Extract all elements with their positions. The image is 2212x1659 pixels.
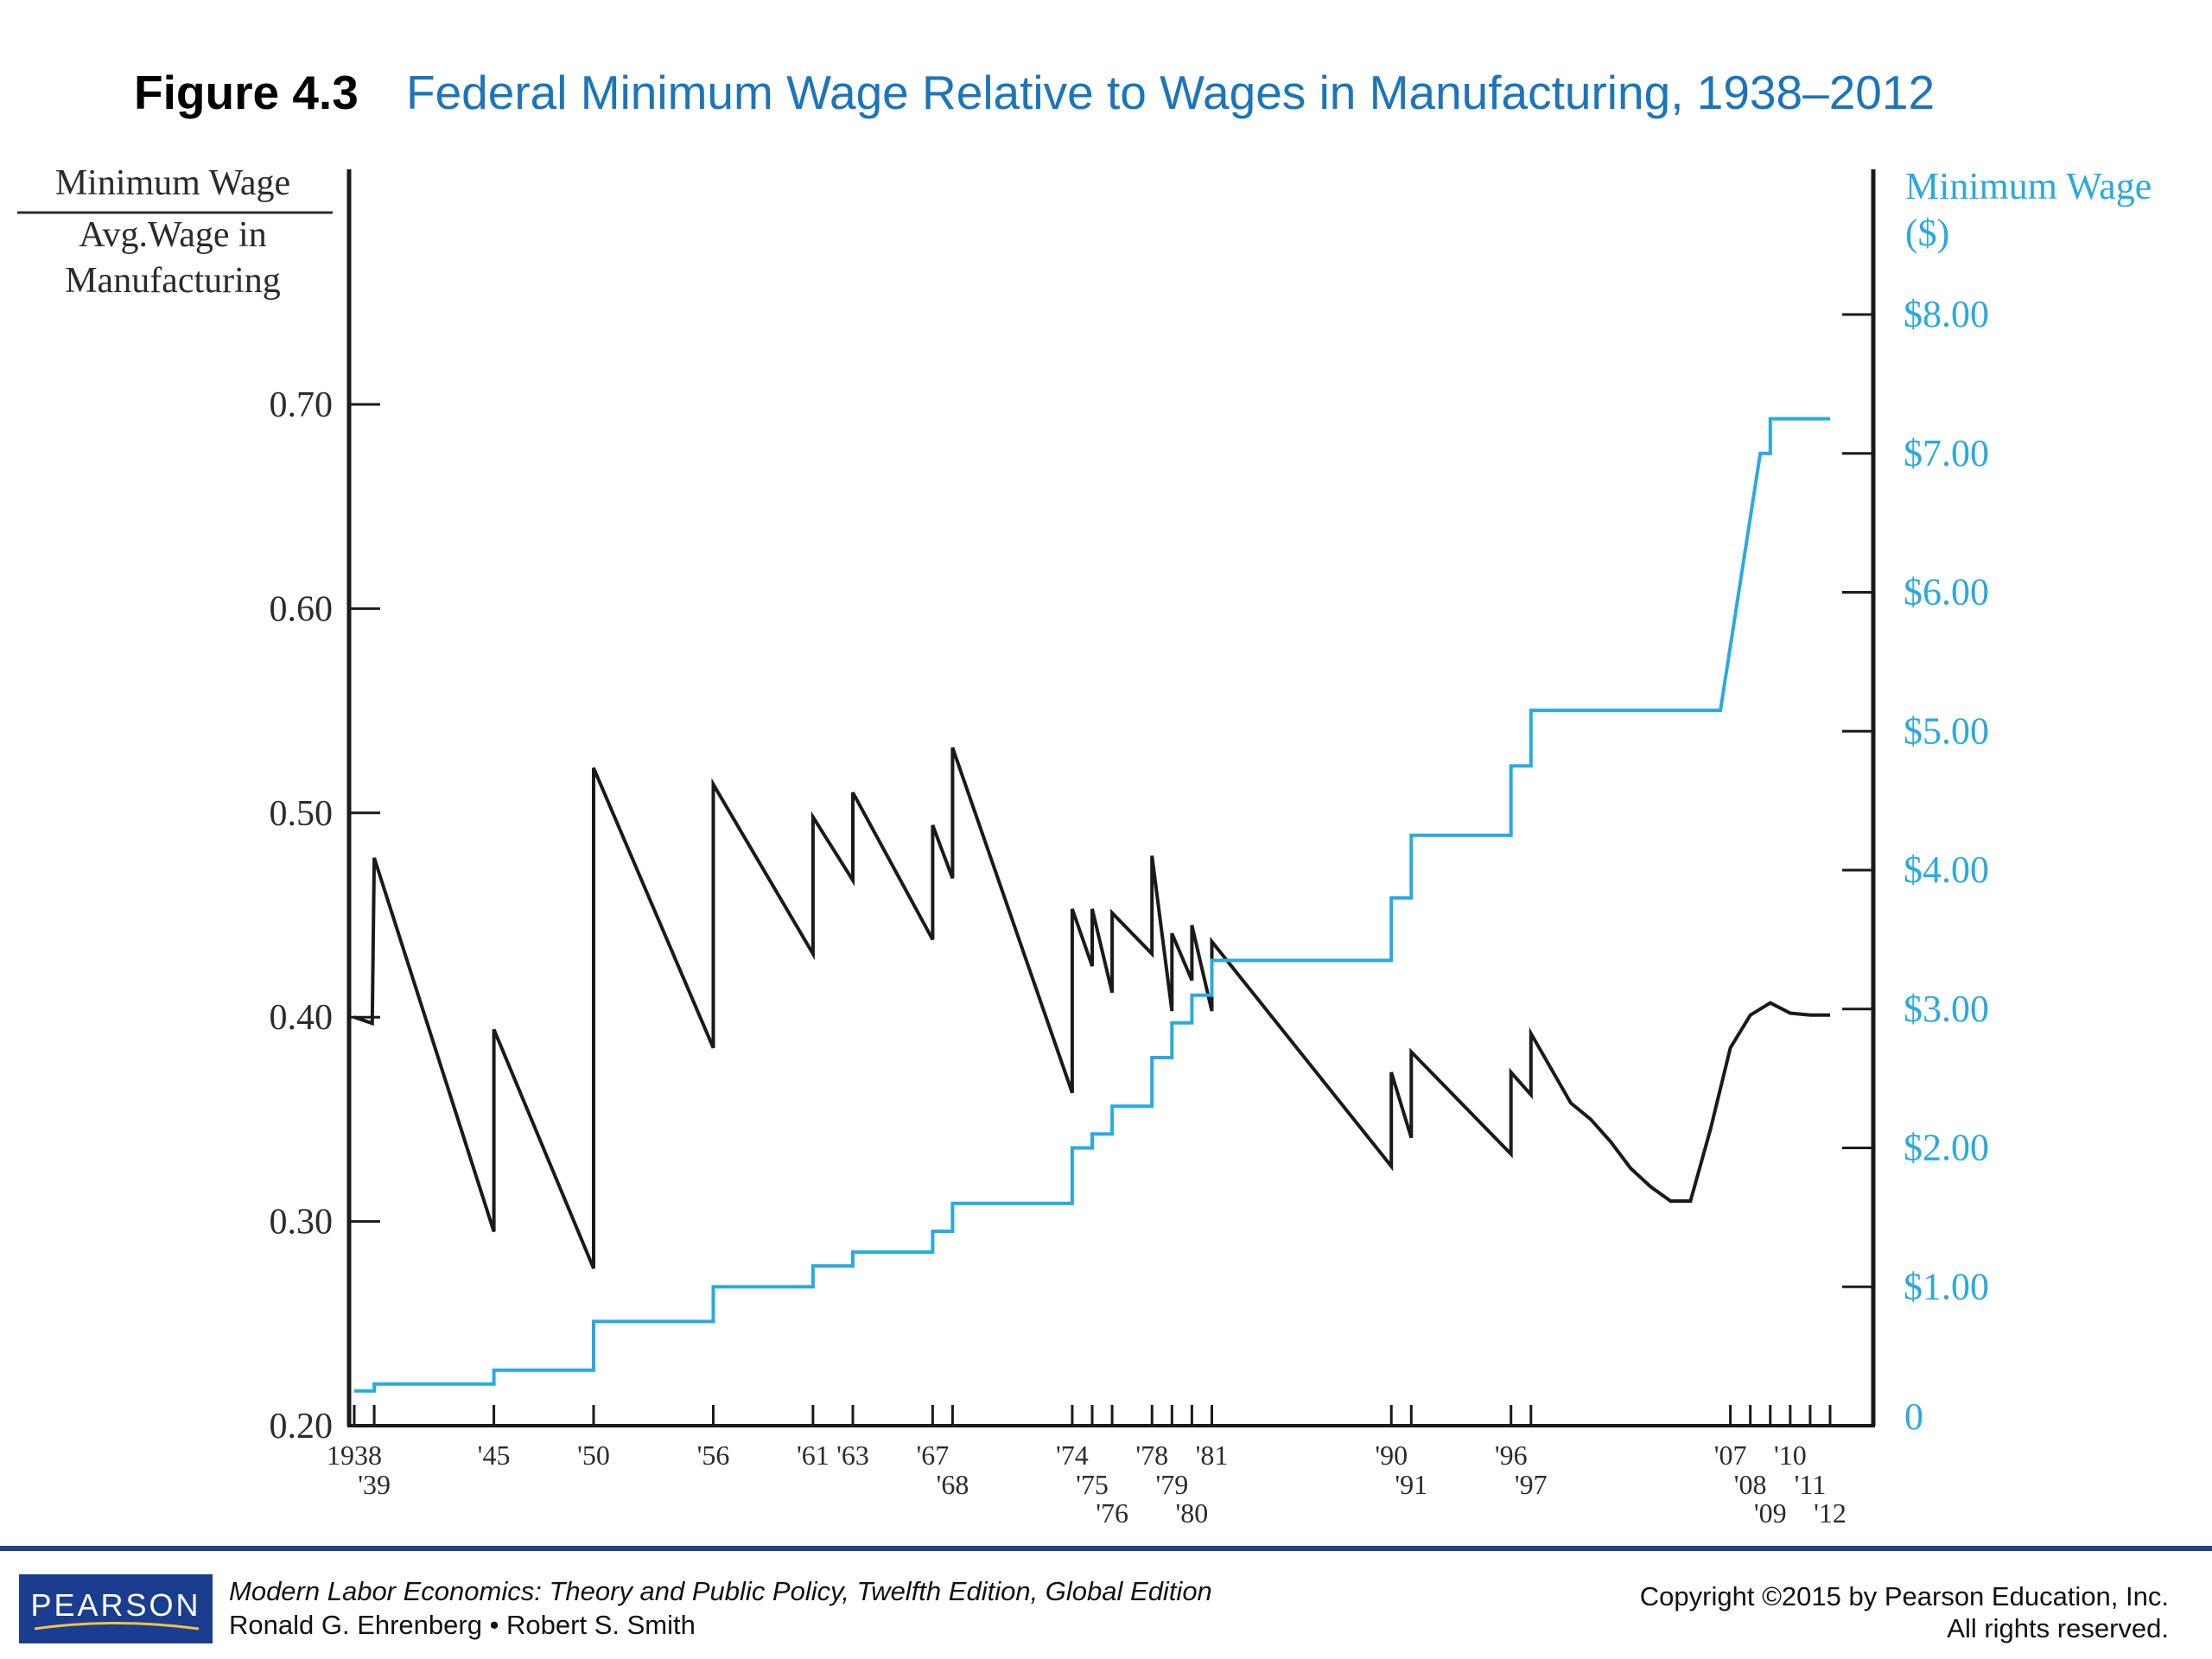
x-tick-label: '76: [1096, 1497, 1128, 1529]
x-tick-label: '63: [836, 1440, 869, 1471]
left-tick-label: 0.70: [270, 385, 334, 425]
right-axis-label-line-1: Minimum Wage: [1905, 165, 2152, 207]
x-tick-label: '80: [1176, 1497, 1209, 1529]
pearson-logo: PEARSON: [19, 1574, 213, 1643]
x-tick-label: '10: [1774, 1440, 1807, 1471]
right-tick-label: $2.00: [1904, 1127, 1989, 1169]
left-tick-label: 0.50: [270, 794, 334, 834]
right-tick-label: $4.00: [1904, 849, 1989, 891]
x-tick-label: '61: [797, 1440, 830, 1471]
minimum-wage-series-line: [354, 416, 1830, 1393]
left-axis-label: Minimum Wage Avg.Wage in Manufacturing: [17, 163, 333, 301]
right-axis-label: Minimum Wage ($): [1905, 165, 2152, 254]
pearson-logo-swoosh: [34, 1622, 200, 1630]
left-tick-label: 0.20: [270, 1407, 334, 1446]
left-tick-label: 0.40: [270, 998, 334, 1038]
left-axis-label-denominator-1: Avg.Wage in: [79, 215, 266, 255]
x-tick-label: '81: [1196, 1440, 1229, 1471]
x-tick-label: 1938: [327, 1440, 382, 1471]
x-tick-label: '91: [1395, 1469, 1427, 1500]
x-tick-label: '45: [478, 1440, 511, 1471]
right-tick-label: $6.00: [1904, 571, 1989, 613]
figure-number: Figure 4.3: [134, 66, 359, 119]
right-tick-label: $7.00: [1904, 432, 1989, 474]
x-tick-label: '74: [1056, 1440, 1089, 1471]
right-axis-label-line-2: ($): [1905, 212, 1949, 254]
left-axis-label-denominator-2: Manufacturing: [65, 261, 281, 301]
right-tick-label: $3.00: [1904, 988, 1989, 1030]
ratio-series-line: [353, 747, 1830, 1269]
x-tick-label: '68: [937, 1469, 969, 1500]
left-tick-label: 0.30: [270, 1203, 334, 1243]
x-tick-label: '79: [1155, 1469, 1188, 1500]
x-tick-label: '78: [1135, 1440, 1168, 1471]
footer-copyright: Copyright ©2015 by Pearson Education, In…: [1640, 1581, 2169, 1611]
left-axis-ticks: 0.20 0.30 0.40 0.50 0.60 0.70: [270, 385, 380, 1446]
x-tick-label: '08: [1734, 1469, 1767, 1500]
right-axis-ticks: 0 $1.00 $2.00 $3.00 $4.00 $5.00 $6.00 $7.00 $8.0…: [1842, 293, 1989, 1438]
right-tick-label: $1.00: [1904, 1265, 1989, 1307]
left-axis-label-numerator: Minimum Wage: [55, 163, 290, 203]
figure-title: Federal Minimum Wage Relative to Wages i…: [406, 66, 1935, 119]
pearson-logo-box: [19, 1574, 213, 1643]
x-tick-label: '11: [1795, 1469, 1827, 1500]
x-tick-label: '56: [697, 1440, 730, 1471]
x-tick-label: '09: [1754, 1497, 1787, 1529]
right-tick-label: $8.00: [1904, 293, 1989, 335]
x-tick-label: '96: [1495, 1440, 1528, 1471]
left-tick-label: 0.60: [270, 589, 334, 629]
x-tick-label: '75: [1076, 1469, 1109, 1500]
x-tick-label: '07: [1714, 1440, 1747, 1471]
x-tick-label: '97: [1515, 1469, 1548, 1500]
x-tick-label: '50: [577, 1440, 610, 1471]
x-tick-label: '67: [916, 1440, 949, 1471]
pearson-logo-text: PEARSON: [30, 1587, 200, 1623]
footer-rights: All rights reserved.: [1947, 1613, 2169, 1643]
footer-authors: Ronald G. Ehrenberg • Robert S. Smith: [229, 1610, 696, 1640]
footer-book-title: Modern Labor Economics: Theory and Publi…: [229, 1576, 1212, 1606]
x-tick-label: '90: [1375, 1440, 1408, 1471]
x-axis-ticks: 1938'39 '45 '50 '56 '61'63 '67'68 '74'75'76'78…: [327, 1405, 1847, 1529]
series-layer: [353, 416, 1830, 1393]
x-tick-label: '39: [358, 1469, 391, 1500]
right-tick-label: 0: [1904, 1395, 1923, 1438]
right-tick-label: $5.00: [1904, 709, 1989, 752]
x-tick-label: '12: [1814, 1497, 1847, 1529]
